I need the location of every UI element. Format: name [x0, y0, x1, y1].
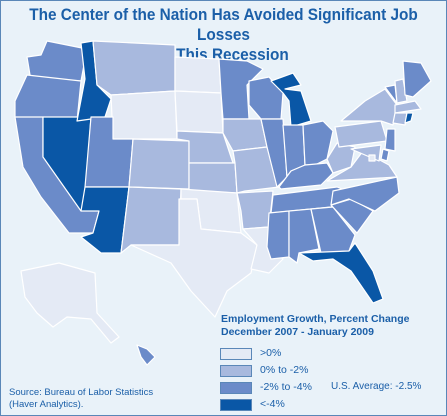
state-DE	[380, 148, 390, 162]
state-KY	[278, 162, 334, 190]
state-AR	[236, 190, 274, 230]
source-note: Source: Bureau of Labor Statistics (Have…	[9, 387, 209, 411]
legend-label: <-4%	[260, 398, 285, 410]
legend-swatch	[220, 382, 252, 394]
legend-label: >0%	[260, 347, 282, 359]
state-WA	[26, 40, 88, 82]
legend-swatch	[220, 399, 252, 411]
legend-swatch	[220, 365, 252, 377]
state-RI	[404, 112, 414, 124]
state-FL	[298, 242, 384, 304]
state-WY	[110, 90, 178, 140]
state-GA	[310, 206, 356, 254]
state-MS	[266, 210, 290, 260]
legend-label: 0% to -2%	[260, 364, 309, 376]
state-NY	[340, 88, 398, 126]
legend-title-line2: December 2007 - January 2009	[221, 326, 374, 338]
state-MA	[394, 100, 422, 114]
map-title-line1: The Center of the Nation Has Avoided Sig…	[29, 6, 418, 44]
state-CT	[392, 112, 408, 126]
legend-title: Employment Growth, Percent Change Decemb…	[221, 313, 409, 339]
state-MN	[218, 58, 264, 120]
us-average-label: U.S. Average: -2.5%	[331, 381, 422, 392]
state-DC	[368, 154, 376, 162]
state-SD	[174, 90, 224, 134]
state-OR	[14, 74, 82, 122]
state-IA	[222, 118, 268, 152]
source-line1: Source: Bureau of Labor Statistics	[9, 387, 154, 398]
legend-label: -2% to -4%	[260, 381, 312, 393]
state-NJ	[384, 128, 396, 152]
state-MI	[270, 72, 312, 128]
state-ME	[402, 60, 432, 98]
state-WV	[326, 142, 356, 174]
state-CO	[128, 138, 190, 190]
state-HI	[136, 344, 156, 366]
state-ND	[174, 56, 222, 94]
legend-title-line1: Employment Growth, Percent Change	[221, 313, 410, 325]
legend-swatch	[220, 348, 252, 360]
state-PA	[334, 120, 388, 148]
state-NM	[120, 186, 182, 254]
state-MT	[92, 40, 176, 96]
state-AK	[20, 262, 120, 344]
state-TX	[130, 198, 258, 318]
source-line2: (Haver Analytics).	[9, 399, 84, 410]
state-KS	[188, 162, 238, 194]
